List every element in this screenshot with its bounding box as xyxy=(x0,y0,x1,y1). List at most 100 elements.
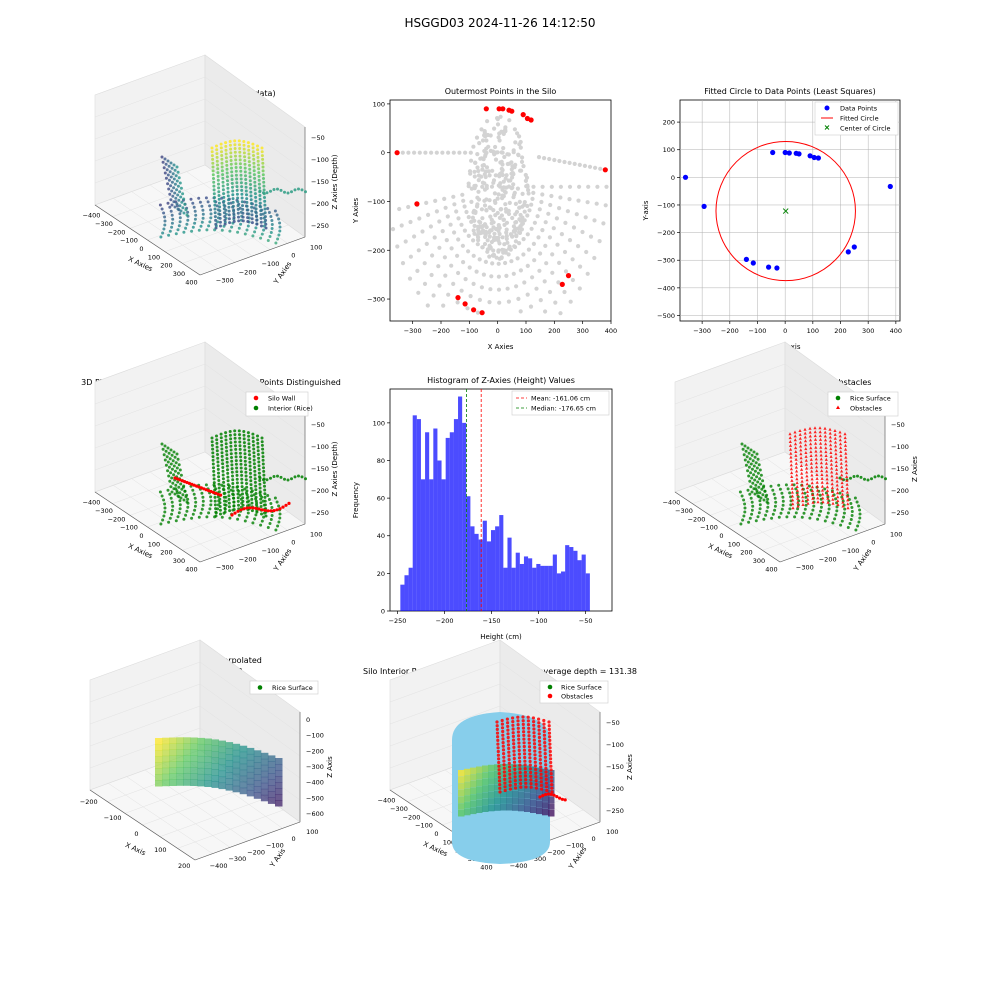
p6-wall-grid xyxy=(674,407,786,449)
p1-point xyxy=(237,215,240,219)
p6-obstacle-point xyxy=(824,446,828,450)
p5-xtick-label: −200 xyxy=(436,617,454,625)
p1-point xyxy=(263,196,266,199)
p8-obstacle-point xyxy=(548,753,553,757)
p2-point xyxy=(479,285,484,290)
p3-xtick-label: 400 xyxy=(890,327,902,335)
p2-point xyxy=(511,182,516,187)
p5-xtick-label: −150 xyxy=(483,617,501,625)
p4-point xyxy=(183,489,187,493)
p4-point xyxy=(235,466,239,470)
p8-obstacle-point xyxy=(503,777,507,782)
p1-point xyxy=(174,196,178,200)
p6-obstacle-point xyxy=(793,438,797,442)
p1-point xyxy=(168,170,172,174)
p1-point xyxy=(264,226,268,230)
p1-point xyxy=(240,200,244,204)
p6-point xyxy=(764,495,768,499)
p6-obstacle-point xyxy=(833,440,838,444)
p8-surface-cell xyxy=(536,800,543,808)
p4-point xyxy=(215,449,219,453)
p8-surface-cell xyxy=(548,783,555,790)
p6-point xyxy=(758,468,762,472)
p7-surface-cell xyxy=(246,753,255,761)
p6-obstacle-point xyxy=(819,449,823,453)
p4-point xyxy=(220,443,224,447)
p4-point xyxy=(274,528,278,532)
p8-obstacle-point xyxy=(533,749,537,753)
p1-point xyxy=(208,204,212,208)
p6-obstacle-point xyxy=(815,484,819,488)
p1-point xyxy=(193,217,197,221)
p5-bar xyxy=(466,496,471,611)
p2-point xyxy=(487,198,492,203)
p7-surface-cell xyxy=(155,750,163,757)
p8-obstacle-point xyxy=(498,786,502,790)
p1-point xyxy=(212,177,215,180)
p4-point xyxy=(257,467,261,471)
p5-bar xyxy=(441,479,446,611)
p2-point xyxy=(594,201,599,206)
p7-surface-cell xyxy=(183,743,191,750)
p8-obstacle-point xyxy=(522,730,526,734)
p2-point xyxy=(504,273,509,278)
p1-point xyxy=(234,173,238,177)
p7-surface-cell xyxy=(197,743,205,751)
p7-surface-cell xyxy=(197,737,205,745)
p2-point xyxy=(488,214,493,219)
p2-point xyxy=(474,269,479,274)
p6-obstacle-point xyxy=(824,465,829,469)
p2-point xyxy=(454,209,459,214)
p7-surface-cell xyxy=(204,738,212,745)
p2-ytick-label: 0 xyxy=(381,149,385,157)
p2-point xyxy=(518,139,523,145)
p6-point-edge xyxy=(856,474,859,478)
p6-obstacle-point xyxy=(790,486,794,490)
p4-xtick-label: 400 xyxy=(185,565,197,573)
p1-point xyxy=(177,224,181,228)
p4-point xyxy=(199,511,203,515)
p2-point xyxy=(570,277,576,283)
p1-point xyxy=(205,228,209,232)
p1-point xyxy=(163,157,167,161)
p4-point xyxy=(244,467,248,471)
p4-point xyxy=(256,453,260,456)
p8-surface-cell xyxy=(530,786,537,793)
p8-obstacle-point xyxy=(511,723,515,727)
p5-bar xyxy=(519,563,524,611)
p8-surface-cell xyxy=(512,791,519,798)
p4-point xyxy=(175,466,179,470)
p6-point xyxy=(816,517,820,521)
p6-obstacle-point xyxy=(813,437,818,441)
p4-wall-point xyxy=(269,509,273,513)
p1-point xyxy=(236,204,240,208)
p7-surface-cell xyxy=(162,779,170,787)
p2-point xyxy=(528,304,534,309)
p4-point xyxy=(215,445,219,449)
p4-point xyxy=(172,450,176,454)
p6-obstacle-point xyxy=(825,473,829,477)
p6-obstacle-point xyxy=(828,427,832,431)
p4-point xyxy=(160,442,164,446)
p6-obstacle-point xyxy=(844,467,848,471)
p2-point xyxy=(473,160,478,165)
p1-point xyxy=(257,178,261,182)
p8-obstacle-point xyxy=(533,764,538,768)
p6-point xyxy=(756,471,760,475)
p1-point xyxy=(240,192,244,196)
p6-point xyxy=(773,496,777,500)
p8-obstacle-point xyxy=(539,772,543,776)
p6-obstacle-point xyxy=(841,500,845,504)
p1-zlabel: Z Axies (Depth) xyxy=(331,154,339,209)
p2-point xyxy=(513,140,518,145)
p2-outer-point xyxy=(414,201,420,207)
p4-point xyxy=(263,499,267,503)
p2-point xyxy=(451,150,456,155)
p4-point xyxy=(239,466,243,470)
p4-point xyxy=(169,496,173,500)
p8-obstacle-point xyxy=(526,723,531,727)
p8-obstacle-point xyxy=(533,756,537,761)
p8-obstacle-point xyxy=(542,722,546,726)
p8-obstacle-point xyxy=(527,726,531,730)
p1-point xyxy=(169,161,173,165)
